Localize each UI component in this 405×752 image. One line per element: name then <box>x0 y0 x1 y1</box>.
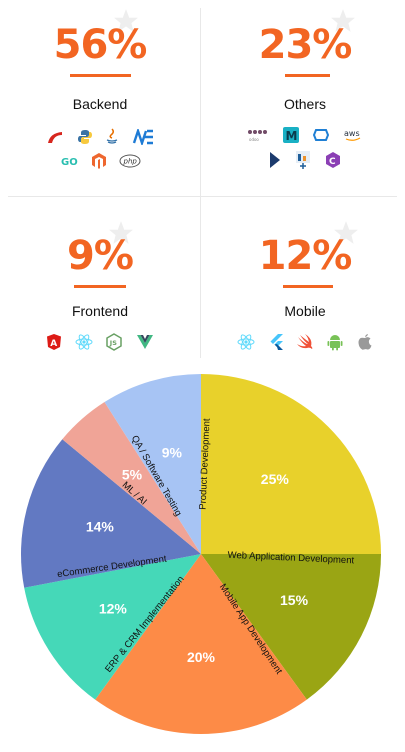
pie-value-label: 25% <box>261 471 290 487</box>
tech-icons: odoo M aws <box>205 126 405 144</box>
tech-icons <box>0 128 200 146</box>
pie-value-label: 5% <box>122 466 143 482</box>
stat-percent: 12% <box>258 233 353 279</box>
pie-value-label: 9% <box>162 444 183 460</box>
pie-slice-web-application-development <box>201 554 381 700</box>
pie-value-label: 14% <box>86 519 115 535</box>
flutter-icon <box>268 333 284 351</box>
pie-value-label: 15% <box>280 592 309 608</box>
tech-icons <box>205 333 405 351</box>
pie-slice-mobile-app-development <box>95 554 307 734</box>
pie-slice-qa-software-testing <box>104 374 201 554</box>
svg-text:M: M <box>285 129 297 143</box>
svg-text:GO: GO <box>61 157 78 168</box>
react-icon <box>75 333 93 351</box>
angular-icon: A <box>46 333 62 351</box>
grid-divider-vertical <box>200 8 201 358</box>
stat-percent: 56% <box>53 22 148 68</box>
aws-icon: aws <box>343 128 363 142</box>
tableau-icon <box>294 150 312 170</box>
magento-m-icon: M <box>282 126 300 144</box>
pie-category-label: Product Development <box>198 418 213 510</box>
apple-icon <box>357 333 373 351</box>
star-icon <box>114 9 138 32</box>
vue-icon <box>136 334 154 350</box>
nodejs-icon-text: JS <box>109 339 117 347</box>
odoo-icon: odoo <box>247 127 269 143</box>
nodejs-icon: JS <box>105 333 123 351</box>
stat-card-others: 23% Others odoo M aws C <box>205 0 405 196</box>
magento-icon <box>91 152 107 170</box>
svg-text:php: php <box>123 158 138 166</box>
pie-value-label: 20% <box>187 649 216 665</box>
stat-label: Mobile <box>284 303 326 319</box>
pie-value-label: 12% <box>99 601 128 617</box>
tech-icons: A JS <box>0 333 200 351</box>
tech-icons-row2: C <box>205 150 405 170</box>
star-icon <box>109 221 133 244</box>
stat-underline <box>74 285 126 288</box>
tech-icons-row2: GO php <box>0 152 200 170</box>
stat-card-mobile: 12% Mobile <box>205 197 405 360</box>
services-pie-chart: Product Development 25%Web Application De… <box>21 374 381 734</box>
python-icon <box>77 129 93 145</box>
pie-slice-product-development <box>201 374 381 554</box>
java-icon <box>105 128 119 146</box>
stat-card-backend: 56% Backend GO php <box>0 0 200 196</box>
php-icon: php <box>119 154 141 168</box>
stat-underline <box>70 74 131 77</box>
svg-text:aws: aws <box>344 129 360 138</box>
csharp-icon: C <box>324 151 342 169</box>
stat-label: Backend <box>72 96 128 112</box>
grid-divider-horizontal <box>8 196 397 197</box>
star-icon <box>331 9 355 32</box>
pie-slice-ecommerce-development <box>21 439 201 588</box>
stat-label: Frontend <box>71 303 129 319</box>
pie-slice-ml-ai <box>62 402 201 554</box>
pie-slices <box>21 374 381 734</box>
stat-underline <box>283 285 333 288</box>
svg-text:odoo: odoo <box>249 137 259 142</box>
svg-text:C: C <box>329 157 336 167</box>
go-icon: GO <box>59 154 79 168</box>
azure-icon <box>312 127 330 143</box>
svg-text:A: A <box>51 339 58 349</box>
stat-label: Others <box>283 96 326 112</box>
star-icon <box>334 221 358 244</box>
stat-percent: 23% <box>258 22 353 68</box>
react-native-icon <box>237 333 255 351</box>
scala-icon <box>46 129 64 145</box>
dotnet-icon <box>132 129 154 145</box>
pie-slice-erp-crm-implementation <box>24 554 202 700</box>
dynamics-icon <box>268 151 282 169</box>
stat-underline <box>285 74 330 77</box>
stat-percent: 9% <box>67 233 134 279</box>
android-icon <box>326 333 344 351</box>
swift-icon <box>296 333 314 351</box>
stat-card-frontend: 9% Frontend A JS <box>0 197 200 360</box>
